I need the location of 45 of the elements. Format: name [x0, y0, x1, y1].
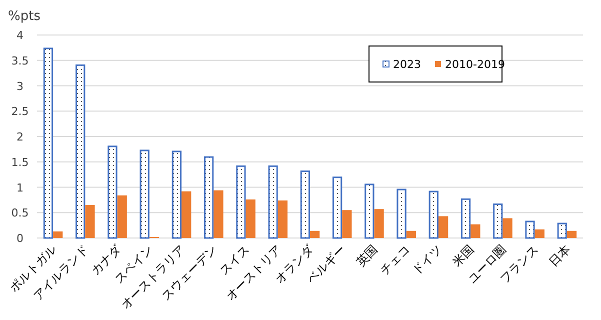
y-tick-label: 1.5 [11, 156, 29, 169]
bar [525, 220, 535, 239]
y-tick-label: 1 [16, 181, 24, 194]
y-tick-label: 2.5 [11, 105, 29, 118]
bar [364, 184, 374, 239]
bar [396, 188, 406, 239]
x-tick-label: 米国 [450, 242, 477, 270]
y-tick-label: 4 [16, 29, 24, 42]
y-tick-label: 3.5 [11, 54, 29, 68]
bar [470, 224, 480, 238]
bar [557, 222, 567, 239]
bar [108, 146, 118, 239]
bar [117, 195, 127, 238]
bar [534, 229, 544, 238]
bar [268, 165, 278, 239]
bar [53, 231, 63, 238]
bar [43, 48, 54, 239]
y-tick-label: 0.5 [11, 206, 29, 220]
bar [374, 209, 384, 238]
bar [566, 230, 577, 238]
bar [182, 191, 192, 238]
bar [172, 150, 182, 239]
bar [140, 150, 150, 239]
x-tick-label: 日本 [546, 242, 574, 270]
bar [502, 218, 512, 238]
y-axis-title: %pts [8, 9, 41, 24]
y-tick-label: 0 [16, 232, 24, 245]
bar [85, 205, 95, 238]
bar [342, 210, 352, 238]
y-tick-label: 2 [16, 130, 24, 144]
bar [278, 200, 288, 238]
bar [214, 190, 224, 238]
bar [428, 190, 438, 239]
bar [310, 230, 320, 238]
bar [204, 156, 214, 239]
bar [236, 165, 246, 239]
bar [493, 203, 503, 239]
y-tick-label: 3 [16, 80, 24, 93]
bar [460, 198, 471, 239]
bar [76, 64, 86, 239]
bar [332, 176, 342, 239]
bar [438, 216, 448, 238]
bar [406, 230, 416, 238]
bar [300, 170, 310, 239]
bar [246, 199, 256, 238]
